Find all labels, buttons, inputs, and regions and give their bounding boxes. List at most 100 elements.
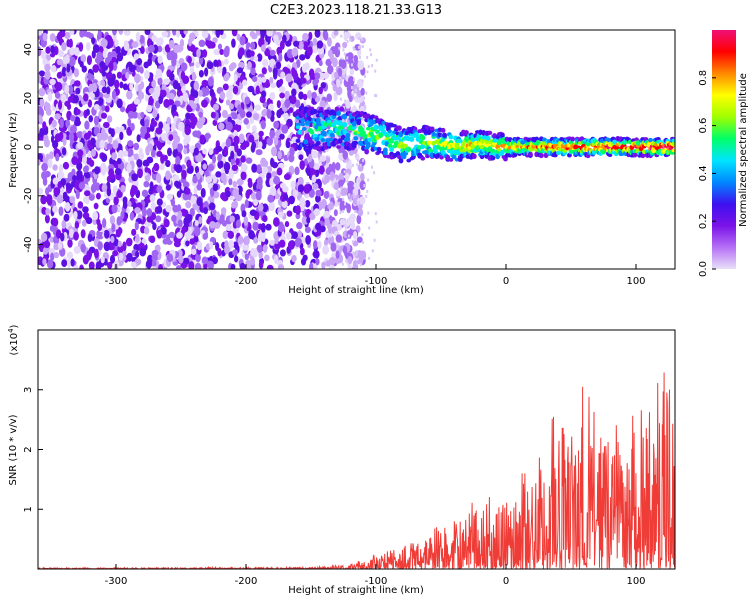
noise-cell <box>75 190 80 200</box>
noise-cell <box>52 164 58 171</box>
signal-cell <box>315 141 321 146</box>
noise-cell <box>198 111 203 118</box>
noise-cell <box>342 41 348 49</box>
noise-cell <box>109 77 115 86</box>
faint-cell <box>375 220 378 224</box>
noise-cell <box>235 219 241 229</box>
noise-cell <box>101 132 109 141</box>
noise-cell <box>282 193 289 201</box>
noise-cell <box>237 104 242 113</box>
noise-cell <box>47 158 53 169</box>
noise-cell <box>235 157 240 166</box>
noise-cell <box>59 232 65 242</box>
noise-cell <box>244 199 249 209</box>
noise-cell <box>198 89 203 97</box>
x-tick-label: -200 <box>235 576 258 587</box>
noise-cell <box>317 240 322 250</box>
faint-cell <box>371 64 374 68</box>
noise-cell <box>49 151 54 160</box>
noise-cell <box>269 239 275 246</box>
noise-cell <box>256 181 263 192</box>
noise-cell <box>228 178 233 186</box>
noise-cell <box>60 93 67 103</box>
noise-cell <box>272 67 278 76</box>
faint-cell <box>344 226 347 230</box>
noise-cell <box>279 92 285 99</box>
x-tick-label: 100 <box>626 276 645 287</box>
noise-cell <box>105 86 111 95</box>
noise-cell <box>44 170 51 178</box>
noise-cell <box>144 30 151 36</box>
faint-cell <box>361 79 364 83</box>
noise-cell <box>61 42 67 51</box>
noise-cell <box>198 216 203 225</box>
noise-cell <box>212 103 220 111</box>
faint-cell <box>365 194 368 198</box>
noise-cell <box>260 157 267 167</box>
noise-cell <box>190 195 198 205</box>
noise-cell <box>144 94 150 102</box>
noise-cell <box>216 66 223 74</box>
noise-cell <box>38 159 41 166</box>
noise-cell <box>75 210 83 220</box>
noise-cell <box>55 229 62 239</box>
noise-cell <box>274 236 279 245</box>
noise-cell <box>39 97 45 108</box>
noise-cell <box>295 205 301 215</box>
noise-cell <box>38 187 44 195</box>
noise-cell <box>222 230 229 240</box>
noise-cell <box>163 98 170 108</box>
noise-cell <box>62 56 68 65</box>
noise-cell <box>323 239 329 247</box>
noise-cell <box>120 210 125 220</box>
noise-cell <box>53 251 60 259</box>
noise-cell <box>231 164 239 172</box>
faint-cell <box>343 52 346 56</box>
noise-cell <box>127 150 132 158</box>
noise-cell <box>287 240 295 250</box>
noise-cell <box>79 264 84 269</box>
noise-cell <box>266 109 272 119</box>
noise-cell <box>257 141 263 149</box>
faint-cell <box>337 245 340 249</box>
noise-cell <box>261 166 269 175</box>
x-tick-label: -300 <box>105 276 128 287</box>
faint-cell <box>373 238 376 242</box>
faint-cell <box>355 153 358 157</box>
noise-cell <box>144 118 150 128</box>
noise-cell <box>44 63 51 72</box>
noise-cell <box>302 93 308 101</box>
noise-cell <box>94 166 101 175</box>
noise-cell <box>151 34 158 43</box>
noise-cell <box>285 73 293 83</box>
noise-cell <box>116 216 122 226</box>
signal-cell <box>503 156 508 162</box>
noise-cell <box>90 92 95 99</box>
faint-cell <box>356 163 359 167</box>
noise-cell <box>107 51 113 61</box>
x-tick-label: -300 <box>105 576 128 587</box>
noise-cell <box>156 45 163 53</box>
faint-cell <box>353 47 356 51</box>
noise-cell <box>254 104 262 111</box>
noise-cell <box>260 120 266 130</box>
faint-cell <box>344 71 347 75</box>
signal-cell <box>297 129 302 135</box>
noise-cell <box>245 259 253 267</box>
noise-cell <box>250 41 256 50</box>
noise-cell <box>147 58 153 67</box>
signal-cell <box>342 129 348 135</box>
noise-cell <box>142 159 150 167</box>
noise-cell <box>202 232 209 240</box>
noise-cell <box>42 121 47 130</box>
x-tick-label: -100 <box>365 276 388 287</box>
noise-cell <box>233 255 239 263</box>
noise-cell <box>172 174 180 183</box>
signal-cell <box>351 143 357 149</box>
noise-cell <box>219 91 226 100</box>
noise-cell <box>148 188 153 195</box>
noise-cell <box>306 46 313 56</box>
noise-cell <box>111 204 118 214</box>
noise-cell <box>183 147 188 155</box>
signal-cell <box>322 131 327 137</box>
